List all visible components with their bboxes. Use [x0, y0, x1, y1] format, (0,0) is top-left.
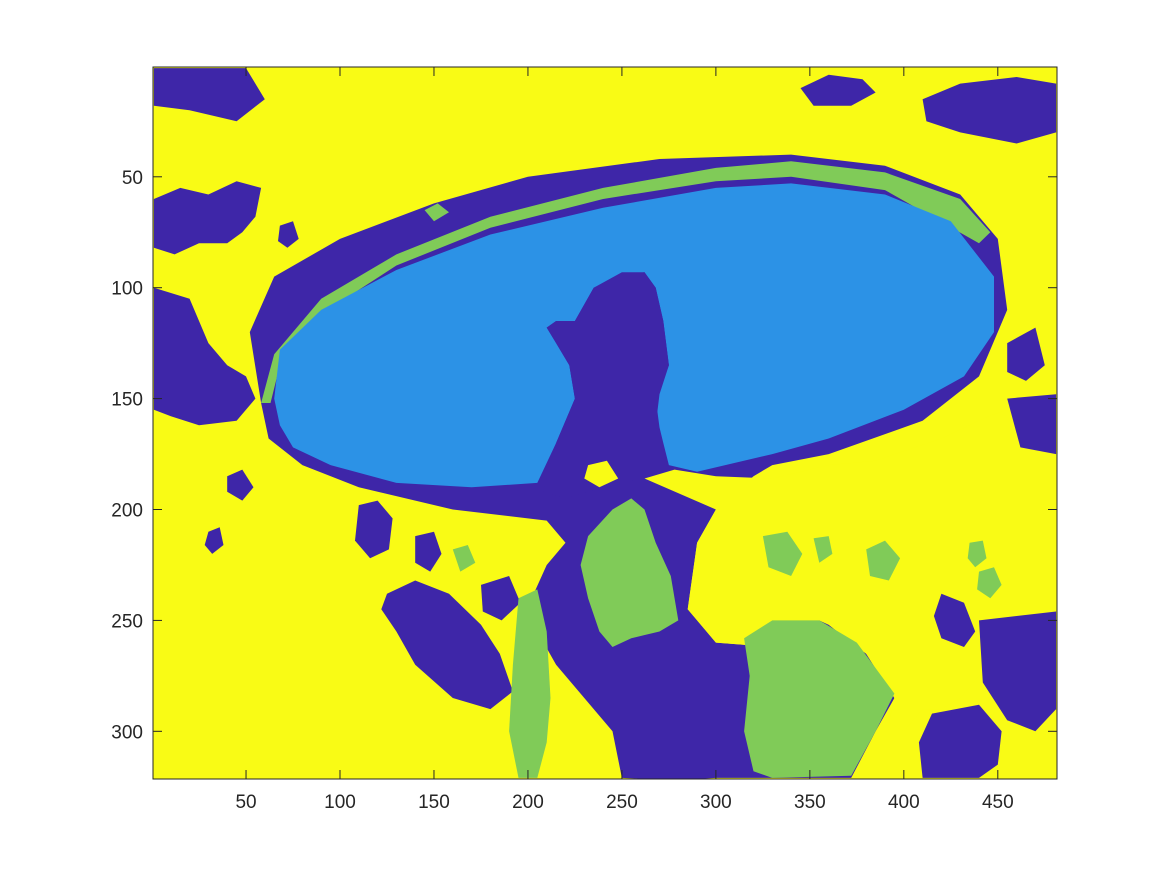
- heatmap-region-class-3: [580, 498, 679, 647]
- heatmap-region-class-1: [381, 580, 513, 710]
- heatmap-region-class-3: [509, 589, 551, 778]
- x-tick-label: 150: [418, 792, 450, 813]
- axes-frame: [152, 66, 1058, 780]
- axis-ticks: [153, 67, 1057, 779]
- heatmap-region-class-3: [977, 567, 1002, 599]
- heatmap-region-class-1: [1007, 327, 1045, 381]
- heatmap-region-class-4: [644, 409, 1057, 732]
- heatmap-region-class-1: [227, 469, 254, 501]
- y-tick-label: 150: [111, 390, 143, 411]
- heatmap-region-class-1: [481, 576, 521, 621]
- y-tick-label: 300: [111, 722, 143, 743]
- heatmap-region-class-2: [274, 183, 994, 488]
- heatmap-region-class-3: [424, 203, 449, 222]
- x-tick-label: 450: [982, 792, 1014, 813]
- heatmap-region-class-1: [153, 181, 262, 255]
- heatmap-region-class-1: [153, 287, 256, 426]
- heatmap-region-class-3: [744, 620, 895, 778]
- heatmap-region-class-1: [933, 593, 976, 647]
- y-tick-label: 250: [111, 611, 143, 632]
- heatmap-region-class-1: [979, 611, 1057, 732]
- y-tick-label: 200: [111, 501, 143, 522]
- plot-area: [153, 67, 1057, 779]
- heatmap-region-class-1: [204, 527, 224, 554]
- x-tick-label: 350: [794, 792, 826, 813]
- heatmap-region-class-3: [762, 531, 803, 576]
- x-tick-label: 100: [324, 792, 356, 813]
- heatmap-region-class-1: [918, 704, 1002, 778]
- x-tick-label: 400: [888, 792, 920, 813]
- heatmap-region-class-1: [278, 221, 299, 248]
- heatmap-region-class-3: [261, 161, 991, 403]
- heatmap-region-class-1: [1007, 394, 1057, 455]
- heatmap-region-class-3: [967, 540, 987, 568]
- heatmap-region-class-1: [800, 74, 876, 106]
- x-tick-label: 300: [700, 792, 732, 813]
- heatmap-region-class-1: [543, 272, 669, 499]
- heatmap-region-class-1: [355, 500, 393, 559]
- x-tick-label: 50: [235, 792, 256, 813]
- y-tick-label: 100: [111, 279, 143, 300]
- x-tick-label: 250: [606, 792, 638, 813]
- axis-tick-labels: 50 100 150 200 250 300 350 400 450 50 100 150 200 250…: [111, 168, 1013, 813]
- heatmap-region-class-4: [584, 460, 619, 488]
- heatmap-region-class-3: [452, 545, 476, 572]
- heatmap-region-class-1: [922, 77, 1057, 144]
- heatmap-region-class-3: [866, 540, 901, 581]
- x-tick-label: 200: [512, 792, 544, 813]
- heatmap-region-class-1: [153, 68, 265, 122]
- heatmap-region-class-3: [813, 536, 833, 563]
- y-tick-label: 50: [122, 168, 143, 189]
- heatmap-region-class-1: [415, 531, 442, 572]
